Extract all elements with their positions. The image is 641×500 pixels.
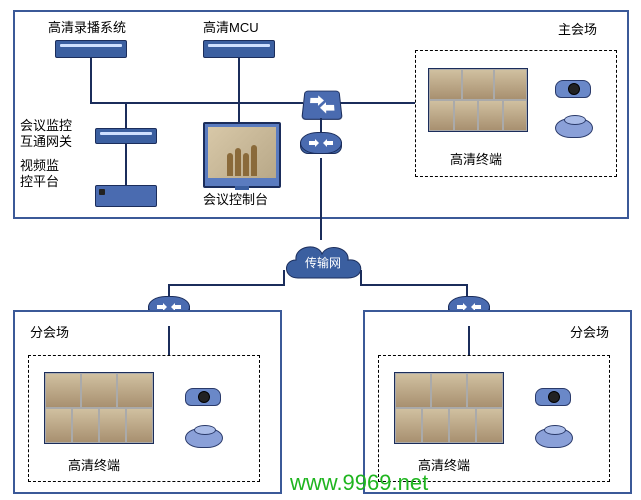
console-monitor-icon	[203, 122, 281, 188]
connector-line	[360, 270, 362, 286]
main-conference-screen-icon	[428, 68, 528, 132]
left-conference-screen-icon	[44, 372, 154, 444]
label-conf-gateway: 会议监控 互通网关	[20, 118, 72, 149]
label-conf-console: 会议控制台	[203, 192, 268, 208]
connector-line	[468, 326, 470, 355]
left-speakerphone-icon	[185, 428, 223, 448]
connector-line	[90, 102, 303, 104]
connector-line	[125, 143, 127, 185]
left-camera-icon	[185, 388, 221, 406]
connector-line	[360, 284, 468, 286]
right-conference-screen-icon	[394, 372, 504, 444]
gateway-device-icon	[95, 128, 157, 144]
label-left-sub-venue: 分会场	[30, 325, 69, 341]
mcu-device-icon	[203, 40, 275, 58]
right-camera-icon	[535, 388, 571, 406]
label-transport-network: 传输网	[278, 254, 368, 271]
recording-device-icon	[55, 40, 127, 58]
connector-line	[168, 284, 170, 296]
transport-network-cloud-icon: 传输网	[278, 238, 368, 290]
connector-line	[320, 118, 322, 132]
main-camera-icon	[555, 80, 591, 98]
connector-line	[320, 158, 322, 240]
label-right-sub-venue: 分会场	[570, 325, 609, 341]
connector-line	[283, 270, 285, 286]
connector-line	[340, 102, 415, 104]
label-main-venue: 主会场	[558, 22, 597, 38]
core-router-icon	[300, 132, 340, 158]
video-platform-device-icon	[95, 185, 157, 207]
core-switch-icon	[301, 91, 343, 120]
label-left-hd-terminal: 高清终端	[68, 458, 120, 474]
connector-line	[90, 57, 92, 102]
connector-line	[238, 102, 240, 122]
connector-line	[238, 57, 240, 102]
connector-line	[168, 284, 283, 286]
diagram-canvas: 主会场 高清录播系统 高清MCU 会议监控 互通网关 视频监 控平台 会议控制台…	[0, 0, 641, 500]
label-recording-system: 高清录播系统	[48, 20, 126, 36]
label-video-platform: 视频监 控平台	[20, 158, 59, 189]
watermark-text: www.9969.net	[290, 470, 428, 496]
connector-line	[125, 102, 127, 128]
connector-line	[466, 284, 468, 296]
label-hd-mcu: 高清MCU	[203, 20, 259, 36]
right-speakerphone-icon	[535, 428, 573, 448]
label-main-hd-terminal: 高清终端	[450, 152, 502, 168]
main-speakerphone-icon	[555, 118, 593, 138]
connector-line	[168, 326, 170, 355]
